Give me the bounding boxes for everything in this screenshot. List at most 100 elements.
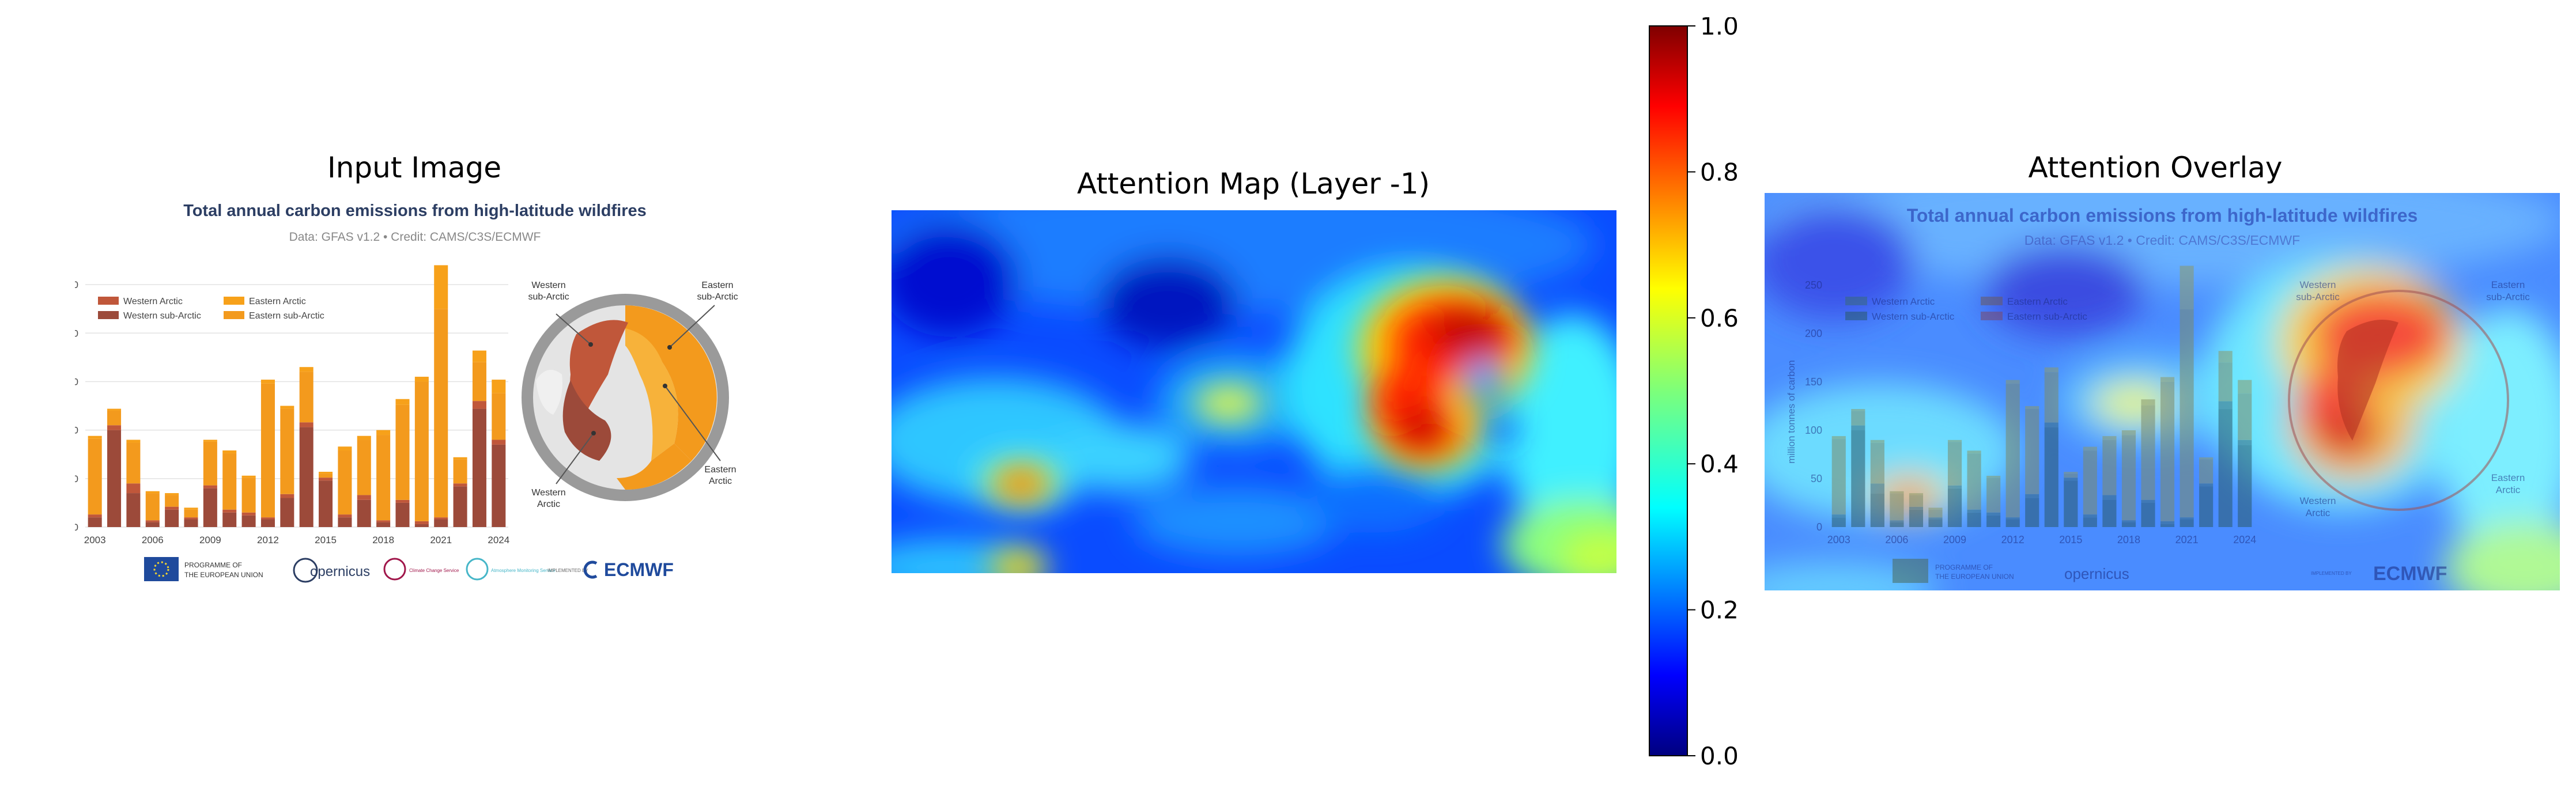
bar-2012-western-arctic bbox=[260, 517, 275, 520]
cams-logo-text: Atmosphere Monitoring Service bbox=[491, 568, 556, 573]
overlay-bar-2022-western-sub-arctic bbox=[2199, 486, 2214, 527]
infographic-title: Total annual carbon emissions from high-… bbox=[183, 202, 647, 220]
overlay-label-eastern-arctic-2: Arctic bbox=[2496, 484, 2521, 495]
greenland-shape bbox=[536, 370, 562, 415]
bar-2013-eastern-sub-arctic bbox=[280, 408, 294, 494]
overlay-x-tick-2021: 2021 bbox=[2175, 534, 2199, 545]
bar-2018-eastern-sub-arctic bbox=[376, 435, 391, 521]
overlay-label-western-arctic-2: Arctic bbox=[2306, 507, 2331, 518]
overlay-x-tick-2006: 2006 bbox=[1885, 534, 1908, 545]
infographic: Total annual carbon emissions from high-… bbox=[75, 202, 738, 583]
attention-peak-blobs bbox=[1004, 300, 1517, 493]
legend: Western Arctic Western sub-Arctic Easter… bbox=[98, 297, 324, 321]
overlay-bar-2012-eastern-arctic bbox=[2005, 380, 2020, 384]
overlay-bar-2014-western-sub-arctic bbox=[2044, 427, 2058, 527]
overlay-x-tick-2018: 2018 bbox=[2117, 534, 2140, 545]
eu-logo-text-2: THE EUROPEAN UNION bbox=[184, 571, 263, 579]
marker-eastern-arctic bbox=[663, 384, 667, 388]
leader-eastern-subarctic bbox=[669, 305, 715, 348]
bar-2023-western-sub-arctic bbox=[472, 408, 486, 527]
bar-2009-eastern-arctic bbox=[203, 440, 217, 442]
overlay-label-western-arctic-1: Western bbox=[2300, 495, 2336, 506]
overlay-x-tick-2015: 2015 bbox=[2059, 534, 2082, 545]
overlay-infographic: Total annual carbon emissions from high-… bbox=[1786, 205, 2530, 585]
overlay-bar-2017-eastern-arctic bbox=[2102, 436, 2117, 440]
legend-swatch-eastern-arctic bbox=[224, 297, 244, 305]
overlay-bar-2020-western-arctic bbox=[2160, 521, 2175, 524]
overlay-legend-swatch-1 bbox=[1845, 297, 1867, 305]
overlay-bar-2010-eastern-sub-arctic bbox=[1967, 453, 1981, 510]
overlay-label-western-subarctic-2: sub-Arctic bbox=[2296, 291, 2340, 302]
overlay-bar-2003-eastern-arctic bbox=[1831, 436, 1846, 440]
bar-2021-western-sub-arctic bbox=[434, 519, 448, 527]
leader-eastern-arctic bbox=[664, 385, 721, 461]
bar-2004-eastern-sub-arctic bbox=[107, 410, 122, 426]
overlay-bar-2011-western-arctic bbox=[1986, 512, 2001, 516]
overlay-bar-2003-eastern-sub-arctic bbox=[1831, 439, 1846, 515]
overlay-y-tick-250: 250 bbox=[1805, 279, 1822, 291]
colorbar-tick-label-0.4: 0.4 bbox=[1700, 450, 1739, 478]
overlay-bar-2009-eastern-sub-arctic bbox=[1947, 442, 1962, 486]
overlay-bar-2007-western-arctic bbox=[1909, 506, 1924, 510]
overlay-bar-2021-western-sub-arctic bbox=[2180, 519, 2194, 527]
label-western-arctic-2: Arctic bbox=[537, 499, 560, 509]
overlay-legend-swatch-2 bbox=[1845, 312, 1867, 320]
bar-2004-eastern-arctic bbox=[107, 408, 122, 411]
overlay-bar-2014-eastern-arctic bbox=[2044, 367, 2058, 373]
bar-2012-eastern-arctic bbox=[260, 380, 275, 384]
bar-2019-eastern-sub-arctic bbox=[395, 404, 410, 500]
bar-2023-western-arctic bbox=[472, 401, 486, 409]
bar-2022-eastern-sub-arctic bbox=[453, 459, 467, 484]
overlay-infographic-title: Total annual carbon emissions from high-… bbox=[1907, 205, 2418, 226]
overlay-bar-2004-western-arctic bbox=[1851, 425, 1865, 430]
overlay-bar-2011-western-sub-arctic bbox=[1986, 515, 2001, 527]
leader-western-subarctic bbox=[556, 313, 591, 345]
ecmwf-logo-text: ECMWF bbox=[604, 559, 674, 580]
label-eastern-arctic-2: Arctic bbox=[709, 476, 732, 486]
arctic-polar-map: Western sub-Arctic Eastern sub-Arctic Ea… bbox=[522, 281, 738, 509]
overlay-bar-2024-western-arctic bbox=[2238, 440, 2252, 445]
overlay-bar-2021-eastern-sub-arctic bbox=[2180, 309, 2194, 518]
western-subarctic-region bbox=[569, 320, 628, 420]
overlay-bar-2005-western-sub-arctic bbox=[1870, 493, 1884, 527]
bar-2010-eastern-arctic bbox=[222, 450, 237, 454]
overlay-bar-2011-eastern-sub-arctic bbox=[1986, 478, 2001, 513]
overlay-map-disc bbox=[2288, 290, 2509, 511]
colorbar-tick-label-0.6: 0.6 bbox=[1700, 304, 1739, 332]
bar-2008-eastern-sub-arctic bbox=[184, 509, 198, 518]
y-tick-labels: 0 50 100 150 200 250 bbox=[75, 279, 78, 533]
bar-2005-eastern-sub-arctic bbox=[126, 442, 141, 484]
bar-2014-eastern-arctic bbox=[299, 367, 313, 372]
bar-2016-western-arctic bbox=[338, 514, 352, 518]
bar-2022-western-arctic bbox=[453, 483, 467, 487]
bar-2011-western-sub-arctic bbox=[241, 515, 256, 527]
label-western-arctic-1: Western bbox=[531, 488, 565, 498]
overlay-bar-2023-western-sub-arctic bbox=[2218, 409, 2233, 527]
overlay-legend-label-eastern-subarctic: Eastern sub-Arctic bbox=[2007, 311, 2087, 322]
overlay-bar-2020-eastern-sub-arctic bbox=[2160, 382, 2175, 521]
bar-2003-eastern-sub-arctic bbox=[88, 438, 102, 515]
ecmwf-logo-mark bbox=[583, 560, 598, 579]
colorbar-tick-label-0.2: 0.2 bbox=[1700, 596, 1739, 624]
overlay-bar-2011-eastern-arctic bbox=[1986, 475, 2001, 478]
overlay-label-eastern-subarctic-2: sub-Arctic bbox=[2486, 291, 2530, 302]
bar-2021-eastern-sub-arctic bbox=[434, 309, 448, 518]
bar-2015-eastern-sub-arctic bbox=[319, 473, 333, 478]
overlay-x-tick-2012: 2012 bbox=[2001, 534, 2024, 545]
overlay-y-tick-200: 200 bbox=[1805, 328, 1822, 339]
legend-label-eastern-arctic: Eastern Arctic bbox=[249, 297, 306, 306]
overlay-bar-2005-western-arctic bbox=[1870, 483, 1884, 494]
overlay-bar-2004-eastern-arctic bbox=[1851, 409, 1865, 411]
bar-2010-western-sub-arctic bbox=[222, 512, 237, 527]
overlay-y-tick-150: 150 bbox=[1805, 376, 1822, 388]
bar-2007-eastern-arctic bbox=[165, 493, 179, 495]
bar-2024-eastern-sub-arctic bbox=[492, 393, 506, 440]
bar-2006-western-sub-arctic bbox=[145, 522, 160, 527]
eu-flag-logo bbox=[144, 557, 179, 581]
colorbar-tick-label-0.8: 0.8 bbox=[1700, 158, 1739, 186]
overlay-bar-2005-eastern-sub-arctic bbox=[1870, 442, 1884, 484]
overlay-bar-2004-western-sub-arctic bbox=[1851, 430, 1865, 527]
bar-2016-eastern-arctic bbox=[338, 446, 352, 450]
bar-2021-western-arctic bbox=[434, 517, 448, 520]
bar-2021-eastern-arctic bbox=[434, 265, 448, 309]
